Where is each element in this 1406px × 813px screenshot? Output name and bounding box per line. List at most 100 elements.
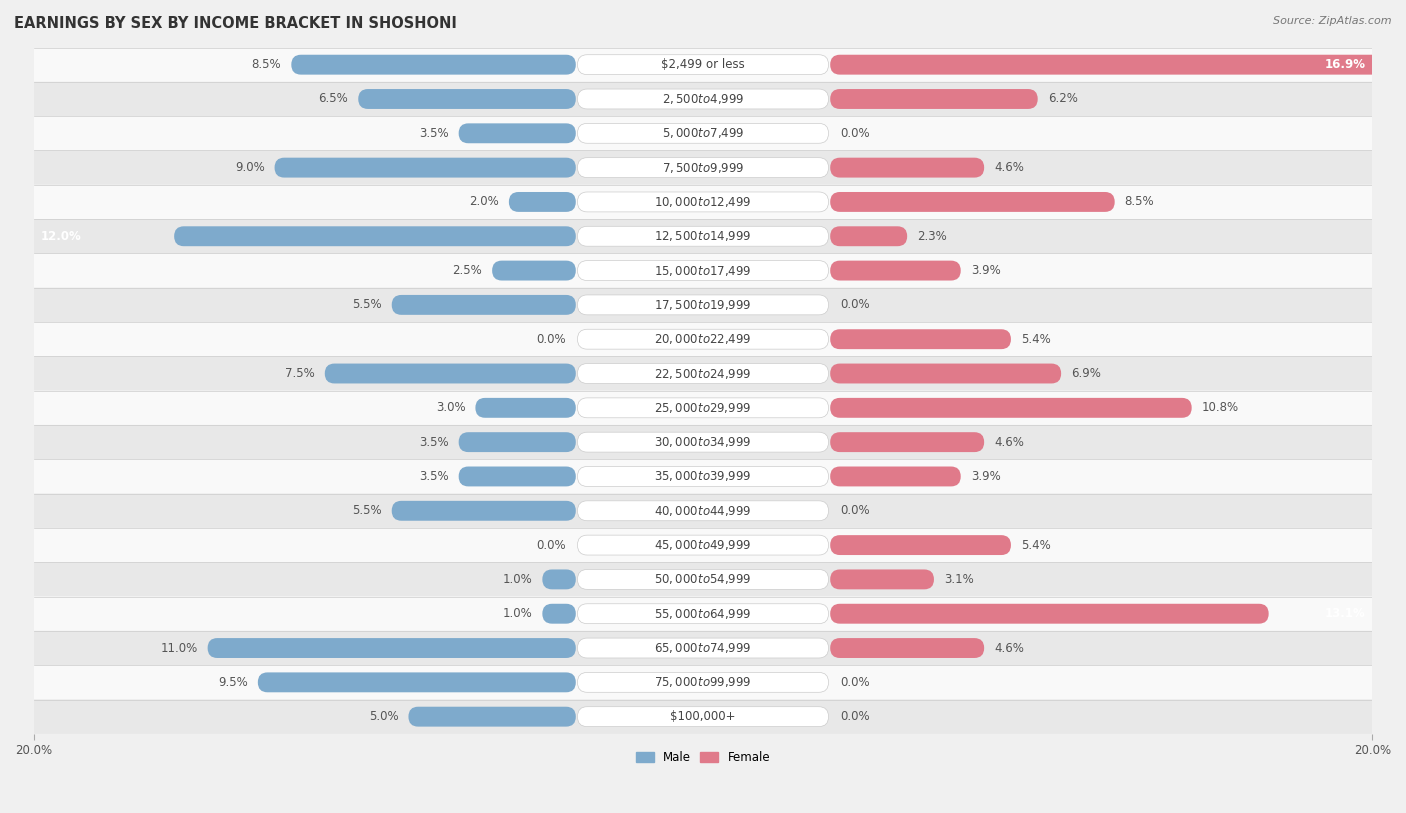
Text: 7.5%: 7.5% <box>285 367 315 380</box>
FancyBboxPatch shape <box>543 569 576 589</box>
Text: 5.4%: 5.4% <box>1021 333 1050 346</box>
FancyBboxPatch shape <box>34 631 1372 665</box>
FancyBboxPatch shape <box>509 192 576 212</box>
FancyBboxPatch shape <box>830 89 1038 109</box>
FancyBboxPatch shape <box>458 467 576 486</box>
FancyBboxPatch shape <box>830 54 1396 75</box>
Text: Source: ZipAtlas.com: Source: ZipAtlas.com <box>1274 16 1392 26</box>
Text: 16.9%: 16.9% <box>1324 59 1365 72</box>
Text: 6.5%: 6.5% <box>318 93 349 106</box>
Text: $65,000 to $74,999: $65,000 to $74,999 <box>654 641 752 655</box>
FancyBboxPatch shape <box>274 158 576 177</box>
FancyBboxPatch shape <box>34 219 1372 254</box>
FancyBboxPatch shape <box>34 391 1372 425</box>
Text: 6.2%: 6.2% <box>1047 93 1077 106</box>
FancyBboxPatch shape <box>830 535 1011 555</box>
FancyBboxPatch shape <box>34 425 1372 459</box>
FancyBboxPatch shape <box>578 295 828 315</box>
FancyBboxPatch shape <box>257 672 576 693</box>
FancyBboxPatch shape <box>578 398 828 418</box>
Text: 0.0%: 0.0% <box>536 538 565 551</box>
FancyBboxPatch shape <box>578 226 828 246</box>
Text: $5,000 to $7,499: $5,000 to $7,499 <box>662 126 744 141</box>
FancyBboxPatch shape <box>34 597 1372 631</box>
Text: 9.5%: 9.5% <box>218 676 247 689</box>
Text: $45,000 to $49,999: $45,000 to $49,999 <box>654 538 752 552</box>
FancyBboxPatch shape <box>34 322 1372 356</box>
FancyBboxPatch shape <box>578 604 828 624</box>
FancyBboxPatch shape <box>830 398 1192 418</box>
Text: $40,000 to $44,999: $40,000 to $44,999 <box>654 504 752 518</box>
Text: 8.5%: 8.5% <box>1125 195 1154 208</box>
Text: 0.0%: 0.0% <box>841 298 870 311</box>
Text: 6.9%: 6.9% <box>1071 367 1101 380</box>
Text: 12.0%: 12.0% <box>41 230 82 243</box>
FancyBboxPatch shape <box>34 528 1372 563</box>
Legend: Male, Female: Male, Female <box>631 746 775 769</box>
Text: 5.5%: 5.5% <box>352 504 381 517</box>
FancyBboxPatch shape <box>578 706 828 727</box>
Text: 5.5%: 5.5% <box>352 298 381 311</box>
Text: 3.9%: 3.9% <box>970 470 1001 483</box>
FancyBboxPatch shape <box>34 254 1372 288</box>
FancyBboxPatch shape <box>174 226 576 246</box>
Text: 2.5%: 2.5% <box>453 264 482 277</box>
FancyBboxPatch shape <box>34 116 1372 150</box>
FancyBboxPatch shape <box>578 329 828 349</box>
FancyBboxPatch shape <box>578 535 828 555</box>
Text: 1.0%: 1.0% <box>502 607 533 620</box>
Text: 2.3%: 2.3% <box>917 230 948 243</box>
FancyBboxPatch shape <box>325 363 576 384</box>
Text: 9.0%: 9.0% <box>235 161 264 174</box>
FancyBboxPatch shape <box>578 192 828 212</box>
Text: 8.5%: 8.5% <box>252 59 281 72</box>
FancyBboxPatch shape <box>34 150 1372 185</box>
Text: 13.1%: 13.1% <box>1324 607 1365 620</box>
Text: 4.6%: 4.6% <box>994 436 1024 449</box>
Text: 0.0%: 0.0% <box>841 676 870 689</box>
Text: 5.0%: 5.0% <box>368 711 398 724</box>
FancyBboxPatch shape <box>34 665 1372 699</box>
FancyBboxPatch shape <box>578 672 828 693</box>
FancyBboxPatch shape <box>830 638 984 658</box>
FancyBboxPatch shape <box>458 124 576 143</box>
Text: 4.6%: 4.6% <box>994 641 1024 654</box>
Text: 3.0%: 3.0% <box>436 402 465 415</box>
FancyBboxPatch shape <box>578 54 828 75</box>
FancyBboxPatch shape <box>830 433 984 452</box>
Text: 3.5%: 3.5% <box>419 470 449 483</box>
Text: $75,000 to $99,999: $75,000 to $99,999 <box>654 676 752 689</box>
FancyBboxPatch shape <box>830 467 960 486</box>
Text: $100,000+: $100,000+ <box>671 711 735 724</box>
FancyBboxPatch shape <box>543 604 576 624</box>
Text: 3.9%: 3.9% <box>970 264 1001 277</box>
Text: $15,000 to $17,499: $15,000 to $17,499 <box>654 263 752 277</box>
FancyBboxPatch shape <box>578 569 828 589</box>
FancyBboxPatch shape <box>830 363 1062 384</box>
Text: 3.1%: 3.1% <box>943 573 974 586</box>
Text: $30,000 to $34,999: $30,000 to $34,999 <box>654 435 752 449</box>
FancyBboxPatch shape <box>578 363 828 384</box>
FancyBboxPatch shape <box>409 706 576 727</box>
Text: $22,500 to $24,999: $22,500 to $24,999 <box>654 367 752 380</box>
FancyBboxPatch shape <box>830 226 907 246</box>
Text: EARNINGS BY SEX BY INCOME BRACKET IN SHOSHONI: EARNINGS BY SEX BY INCOME BRACKET IN SHO… <box>14 16 457 31</box>
Text: 3.5%: 3.5% <box>419 436 449 449</box>
FancyBboxPatch shape <box>458 433 576 452</box>
Text: $35,000 to $39,999: $35,000 to $39,999 <box>654 469 752 484</box>
Text: $55,000 to $64,999: $55,000 to $64,999 <box>654 606 752 620</box>
FancyBboxPatch shape <box>291 54 576 75</box>
FancyBboxPatch shape <box>34 563 1372 597</box>
Text: 3.5%: 3.5% <box>419 127 449 140</box>
Text: $7,500 to $9,999: $7,500 to $9,999 <box>662 161 744 175</box>
Text: 4.6%: 4.6% <box>994 161 1024 174</box>
FancyBboxPatch shape <box>578 638 828 658</box>
Text: $25,000 to $29,999: $25,000 to $29,999 <box>654 401 752 415</box>
FancyBboxPatch shape <box>578 89 828 109</box>
Text: 0.0%: 0.0% <box>841 711 870 724</box>
FancyBboxPatch shape <box>34 288 1372 322</box>
FancyBboxPatch shape <box>475 398 576 418</box>
FancyBboxPatch shape <box>578 158 828 177</box>
FancyBboxPatch shape <box>34 185 1372 219</box>
Text: 1.0%: 1.0% <box>502 573 533 586</box>
